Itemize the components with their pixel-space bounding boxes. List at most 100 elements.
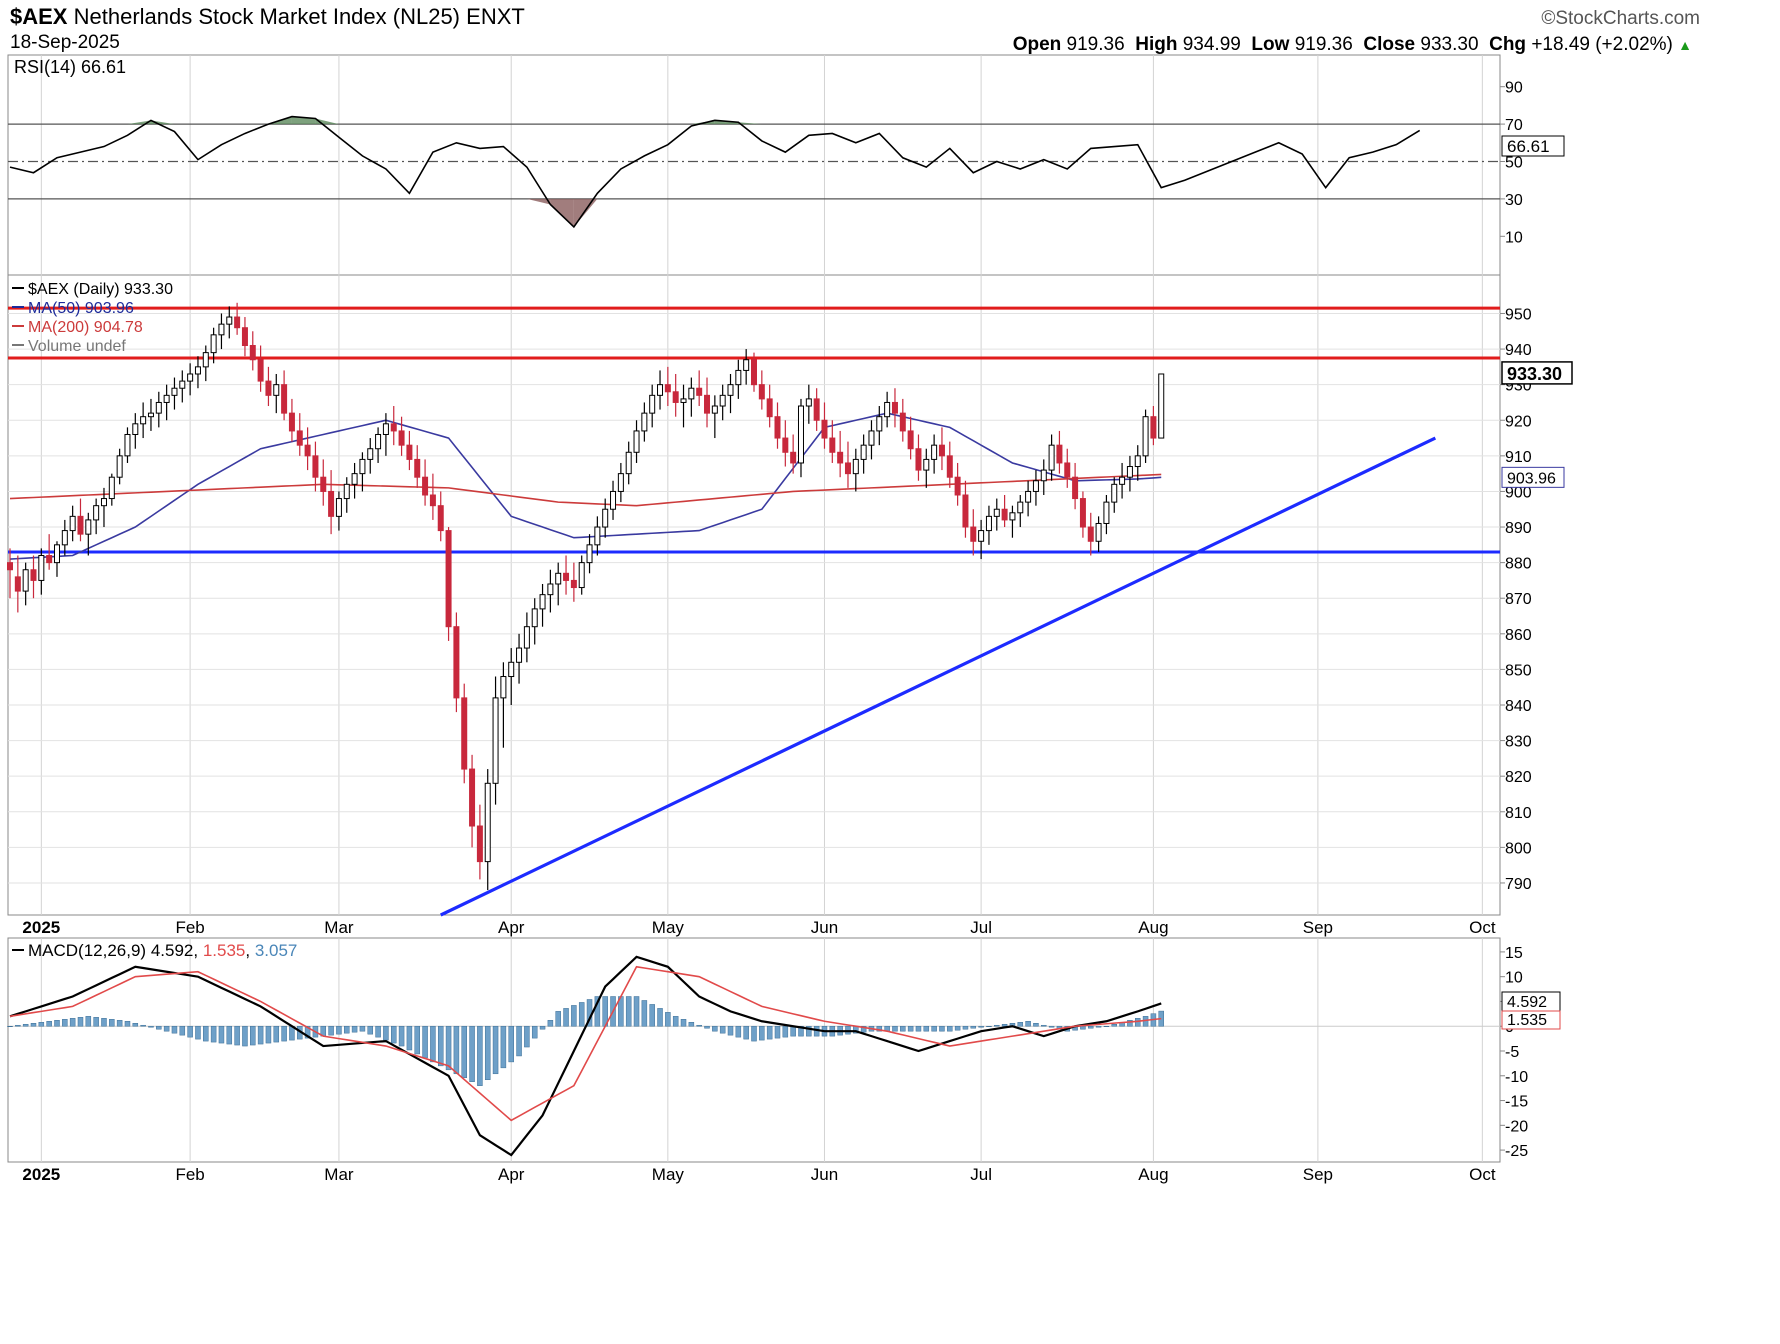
candle-body: [1142, 416, 1149, 457]
candle-body: [852, 458, 859, 475]
candle-body: [367, 448, 374, 460]
x-tick-label: 2025: [22, 918, 60, 937]
candle-body: [657, 384, 664, 396]
symbol: $AEX: [10, 4, 68, 29]
candle-body: [735, 369, 742, 386]
low-label: Low: [1251, 34, 1290, 55]
candle-body: [860, 444, 867, 460]
macd-histogram-bar: [1080, 1025, 1086, 1030]
candle-body: [140, 416, 147, 425]
candle-body: [1158, 373, 1165, 439]
candle-body: [14, 576, 21, 592]
ma200-line: [9, 473, 1162, 507]
candle-body: [343, 483, 350, 500]
macd-histogram-bar: [923, 1025, 930, 1032]
candle-body: [993, 508, 1000, 517]
macd-panel-frame: [7, 937, 1501, 1163]
candle-body: [273, 384, 280, 396]
macd-histogram-bar: [101, 1018, 107, 1027]
price-legend-entry: Volume undef: [28, 338, 126, 355]
macd-histogram-bar: [46, 1021, 52, 1027]
candle-body: [539, 594, 546, 610]
candle-body: [1134, 455, 1141, 468]
candle-body: [1032, 480, 1039, 492]
candle-body: [711, 405, 718, 414]
y-tick-label: -5: [1505, 1044, 1519, 1061]
ma50-value-label: 903.96: [1507, 470, 1556, 487]
candle-body: [625, 451, 632, 475]
x-tick-label: Apr: [498, 1165, 525, 1184]
macd-histogram-bar: [242, 1025, 248, 1047]
macd-histogram-bar: [900, 1025, 906, 1032]
macd-histogram-bar: [437, 1025, 444, 1067]
last-price-box: [1501, 361, 1573, 385]
candle-body: [649, 394, 656, 414]
candle-body: [962, 494, 969, 528]
candle-body: [359, 458, 366, 475]
y-tick-label: 15: [1505, 945, 1523, 962]
candle-body: [265, 380, 272, 396]
candle-body: [1119, 476, 1126, 485]
macd-histogram-bar: [383, 1025, 389, 1041]
high-value: 934.99: [1182, 34, 1241, 55]
candle-body: [226, 316, 233, 325]
candle-body: [680, 398, 687, 403]
candle-body: [931, 444, 938, 460]
candle-body: [688, 387, 695, 400]
macd-histogram-bar: [116, 1020, 123, 1027]
ma50-value-box: [1501, 466, 1565, 488]
macd-legend-part: ,: [193, 941, 202, 960]
signal-line: [9, 965, 1162, 1122]
macd-histogram-bar: [367, 1025, 374, 1035]
y-tick-label: 50: [1505, 155, 1523, 172]
candle-body: [500, 676, 507, 699]
candle-body: [328, 490, 335, 517]
macd-histogram-bar: [1095, 1025, 1102, 1028]
macd-histogram-bar: [336, 1025, 342, 1035]
macd-histogram-bar: [15, 1024, 21, 1027]
open-label: Open: [1012, 34, 1062, 55]
macd-histogram-bar: [375, 1025, 381, 1038]
candle-body: [187, 373, 194, 382]
macd-histogram-bar: [571, 1005, 577, 1027]
price-legend-entry: MA(200) 904.78: [28, 319, 143, 336]
macd-histogram-bar: [422, 1025, 428, 1059]
candle-body: [202, 352, 209, 368]
y-tick-label: 840: [1505, 698, 1532, 715]
candle-body: [719, 394, 726, 407]
y-tick-label: -20: [1505, 1118, 1528, 1135]
macd-histogram-bar: [657, 1008, 663, 1027]
low-value: 919.36: [1294, 34, 1353, 55]
macd-histogram-bar: [22, 1023, 29, 1027]
x-tick-label: Sep: [1303, 918, 1333, 937]
x-tick-label: Jun: [811, 918, 838, 937]
macd-legend-part: ,: [245, 941, 254, 960]
candle-body: [312, 455, 319, 478]
candle-body: [288, 412, 295, 432]
macd-histogram-bar: [539, 1025, 546, 1030]
candle-body: [296, 430, 303, 446]
candle-body: [672, 391, 679, 403]
macd-histogram-bar: [203, 1025, 209, 1042]
macd-histogram-bar: [1103, 1025, 1110, 1027]
macd-histogram-bar: [876, 1025, 883, 1032]
macd-histogram-bar: [500, 1025, 507, 1069]
y-tick-label: 880: [1505, 556, 1532, 573]
candle-body: [234, 316, 241, 329]
macd-histogram-bar: [978, 1025, 984, 1028]
macd-histogram-bar: [1001, 1023, 1008, 1027]
macd-histogram-bar: [508, 1025, 514, 1063]
candle-body: [547, 583, 554, 596]
macd-histogram-bar: [563, 1008, 569, 1027]
candle-body: [38, 555, 45, 581]
macd-histogram-bar: [994, 1024, 1000, 1027]
macd-histogram-bar: [1048, 1025, 1055, 1028]
candle-body: [1064, 462, 1071, 478]
candle-body: [93, 505, 100, 521]
y-tick-label: 90: [1505, 80, 1523, 97]
macd-histogram-bar: [907, 1025, 914, 1032]
macd-histogram-bar: [273, 1025, 280, 1043]
macd-histogram-bar: [672, 1016, 679, 1027]
macd-histogram-bar: [743, 1025, 749, 1040]
macd-histogram-bar: [140, 1024, 146, 1027]
